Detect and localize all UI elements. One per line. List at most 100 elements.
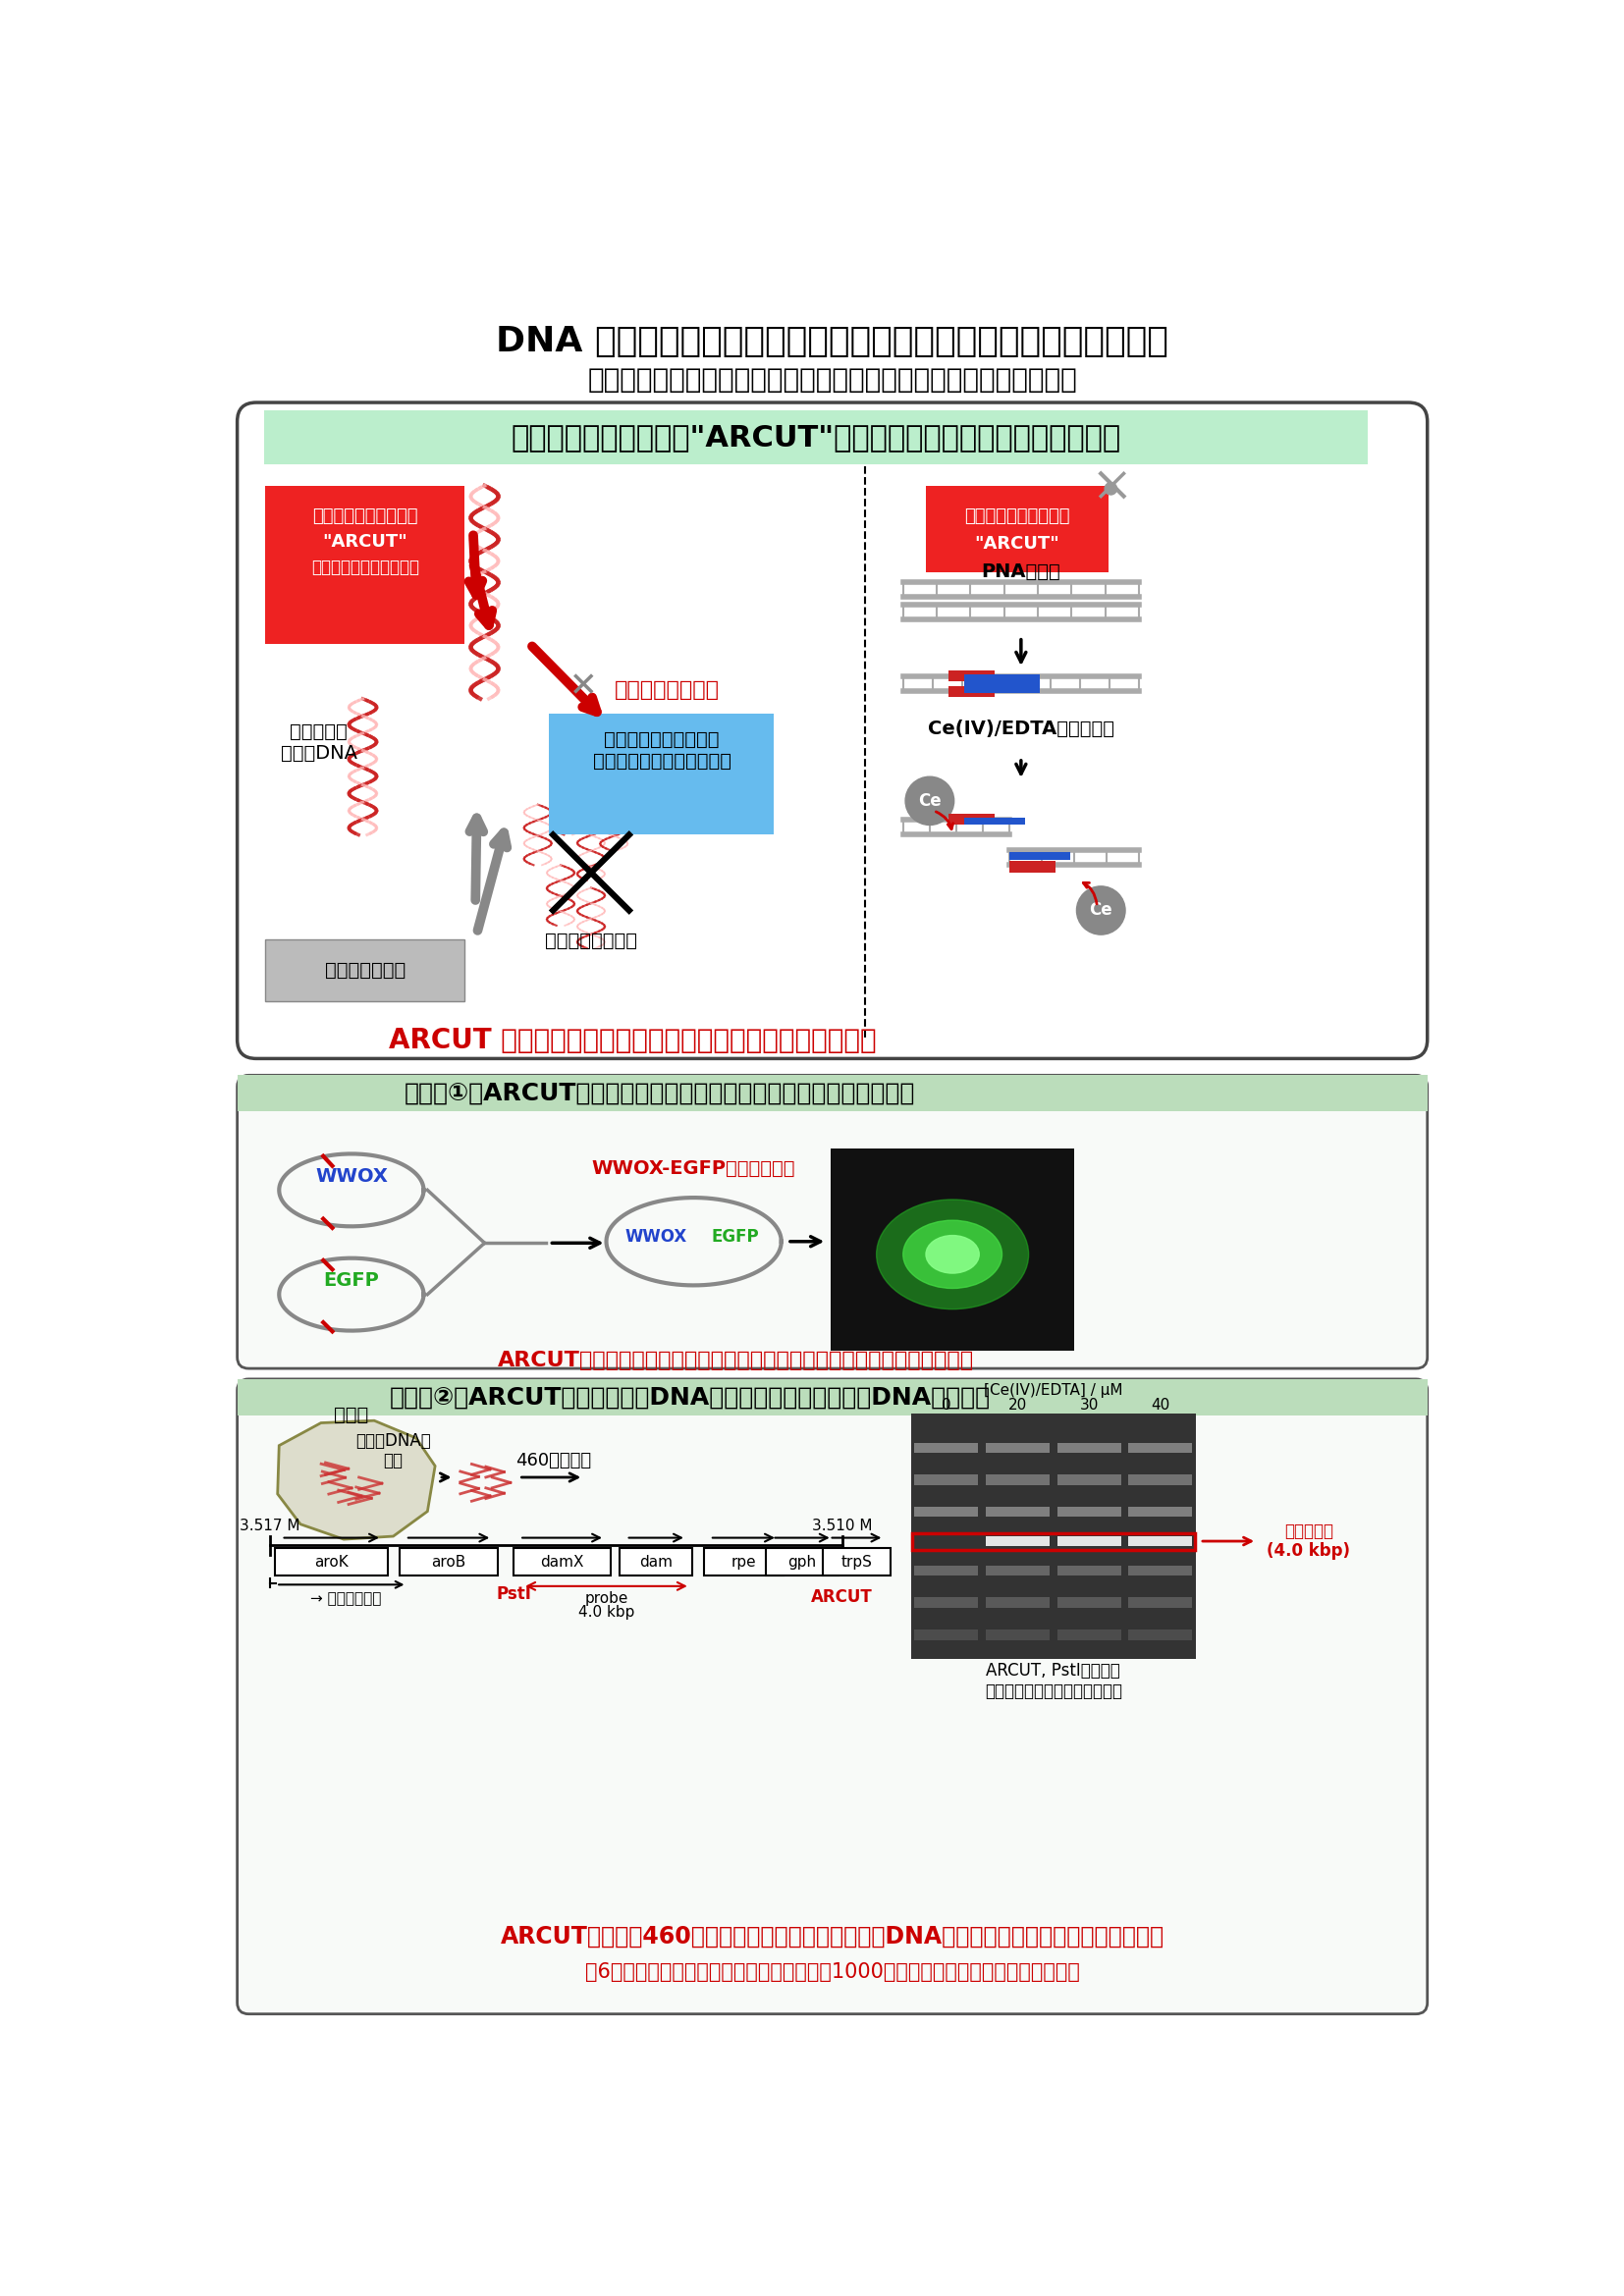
Bar	[965, 817, 1025, 824]
Text: 極めて多くの断片: 極めて多くの断片	[546, 932, 637, 951]
Text: Ce: Ce	[1090, 902, 1112, 918]
Bar	[986, 1474, 1049, 1486]
Text: → プロモーター: → プロモーター	[310, 1591, 382, 1605]
Text: 460万塩基対: 460万塩基対	[515, 1451, 591, 1469]
Text: 応用例②　ARCUTを用いた巨大DNAの切断　ー大腸菌ゲノムDNAの切断ー: 応用例② ARCUTを用いた巨大DNAの切断 ー大腸菌ゲノムDNAの切断ー	[390, 1384, 991, 1410]
Text: gph: gph	[788, 1554, 817, 1570]
Bar	[965, 675, 1039, 693]
Text: aroB: aroB	[432, 1554, 466, 1570]
Polygon shape	[278, 1421, 435, 1538]
Bar	[986, 1442, 1049, 1453]
Bar	[965, 677, 1039, 689]
Bar	[914, 1598, 978, 1607]
Bar	[823, 1548, 890, 1575]
Text: ARCUT, PstⅠで切断後
サザンハイブリダイゼーション: ARCUT, PstⅠで切断後 サザンハイブリダイゼーション	[984, 1662, 1122, 1701]
Text: ARCUTを用いて構築した融合タンパクは哺乳動物細胞内で正常に発現した: ARCUTを用いて構築した融合タンパクは哺乳動物細胞内で正常に発現した	[497, 1350, 974, 1371]
Bar	[831, 1148, 1075, 1350]
Bar	[1129, 1536, 1192, 1548]
Bar	[914, 1566, 978, 1575]
Bar	[948, 670, 994, 682]
Bar	[926, 487, 1109, 572]
Bar	[265, 487, 464, 645]
Text: WWOX: WWOX	[625, 1228, 687, 1247]
Text: 0: 0	[942, 1398, 952, 1412]
Bar	[1129, 1630, 1192, 1639]
Bar	[400, 1548, 499, 1575]
Bar	[513, 1548, 611, 1575]
FancyBboxPatch shape	[237, 1075, 1427, 1368]
Bar	[1010, 852, 1070, 859]
Text: 所定の位置で切断: 所定の位置で切断	[614, 680, 719, 700]
Text: "ARCUT": "ARCUT"	[323, 533, 408, 551]
Bar	[1057, 1630, 1121, 1639]
Text: 応用例①　ARCUTを用いた遺伝子組み換え　ー融合タンパクの構築ー: 応用例① ARCUTを用いた遺伝子組み換え ー融合タンパクの構築ー	[404, 1081, 914, 1104]
Ellipse shape	[877, 1199, 1028, 1309]
Bar	[1129, 1566, 1192, 1575]
Text: スーパー人工制限酵素: スーパー人工制限酵素	[312, 507, 417, 526]
Bar	[1129, 1474, 1192, 1486]
Bar	[1129, 1598, 1192, 1607]
Text: 3.510 M: 3.510 M	[812, 1518, 872, 1534]
Circle shape	[1104, 482, 1117, 494]
Text: rpe: rpe	[731, 1554, 757, 1570]
Bar	[986, 1598, 1049, 1607]
Bar	[948, 687, 994, 698]
Text: ARCUTを用いて460万塩基対からなる大腸菌ゲノムDNAを位置選択的に切断することに成功: ARCUTを用いて460万塩基対からなる大腸菌ゲノムDNAを位置選択的に切断する…	[500, 1924, 1164, 1949]
Bar	[1057, 1442, 1121, 1453]
Bar	[1057, 1506, 1121, 1518]
Circle shape	[1077, 886, 1125, 934]
Bar	[1057, 1536, 1121, 1548]
Bar	[703, 1548, 784, 1575]
Bar	[549, 714, 773, 836]
Text: 30: 30	[1080, 1398, 1098, 1412]
Text: EGFP: EGFP	[323, 1272, 380, 1290]
Text: aroK: aroK	[315, 1554, 349, 1570]
Bar	[911, 1412, 1195, 1658]
Text: Ce: Ce	[918, 792, 942, 810]
Bar	[914, 1474, 978, 1486]
Bar	[986, 1506, 1049, 1518]
Bar	[986, 1536, 1049, 1548]
Text: PstⅠ: PstⅠ	[495, 1587, 531, 1603]
Bar	[1057, 1474, 1121, 1486]
Text: dam: dam	[640, 1554, 672, 1570]
Bar	[914, 1442, 978, 1453]
Text: ARCUT: ARCUT	[812, 1589, 874, 1605]
Text: （6塩基対認識の天然制限酵素で切断すると1000を超える場所で切断されてしまう）: （6塩基対認識の天然制限酵素で切断すると1000を超える場所で切断されてしまう）	[585, 1961, 1080, 1981]
Bar	[767, 1548, 838, 1575]
Text: trpS: trpS	[841, 1554, 872, 1570]
Text: 高等生物を対象とした
新たなバイオテクノロジー: 高等生物を対象とした 新たなバイオテクノロジー	[593, 730, 731, 771]
Bar	[986, 1630, 1049, 1639]
Text: ーより高い配列特異性ー: ーより高い配列特異性ー	[312, 558, 419, 576]
Text: 4.0 kbp: 4.0 kbp	[578, 1605, 635, 1619]
Bar	[986, 1566, 1049, 1575]
Ellipse shape	[926, 1235, 979, 1274]
Text: probe: probe	[585, 1591, 628, 1605]
Bar	[276, 1548, 388, 1575]
Text: WWOX-EGFP融合タンパク: WWOX-EGFP融合タンパク	[591, 1159, 796, 1178]
FancyBboxPatch shape	[237, 1380, 1427, 2014]
Bar	[914, 1506, 978, 1518]
Bar	[263, 411, 1367, 464]
Text: ARCUT は切断位置を自由に選べ、任意の位置特異性をもつ: ARCUT は切断位置を自由に選べ、任意の位置特異性をもつ	[390, 1026, 877, 1054]
Text: DNA の位置選択的切断のための新たなバイオツールの開発に成功: DNA の位置選択的切断のための新たなバイオツールの開発に成功	[495, 326, 1169, 358]
Ellipse shape	[903, 1221, 1002, 1288]
Bar	[1057, 1598, 1121, 1607]
Bar	[237, 1075, 1427, 1111]
Bar	[237, 1380, 1427, 1414]
Text: 効率的な医療、動植物の品種改良、有用物質の生産などへ応用可能: 効率的な医療、動植物の品種改良、有用物質の生産などへ応用可能	[588, 365, 1077, 393]
Circle shape	[905, 776, 953, 824]
Text: 40: 40	[1151, 1398, 1169, 1412]
Bar	[1057, 1566, 1121, 1575]
Text: PNAの添加: PNAの添加	[981, 563, 1060, 581]
Text: WWOX: WWOX	[315, 1166, 388, 1185]
Bar	[914, 1630, 978, 1639]
Text: EGFP: EGFP	[711, 1228, 760, 1247]
Text: "ARCUT": "ARCUT"	[974, 535, 1060, 553]
Text: 大腸菌: 大腸菌	[335, 1405, 369, 1424]
Bar	[1129, 1506, 1192, 1518]
Text: スーパー人工制限酵素: スーパー人工制限酵素	[965, 507, 1070, 526]
Bar	[620, 1548, 692, 1575]
Text: 3.517 M: 3.517 M	[240, 1518, 300, 1534]
Bar	[265, 939, 464, 1001]
